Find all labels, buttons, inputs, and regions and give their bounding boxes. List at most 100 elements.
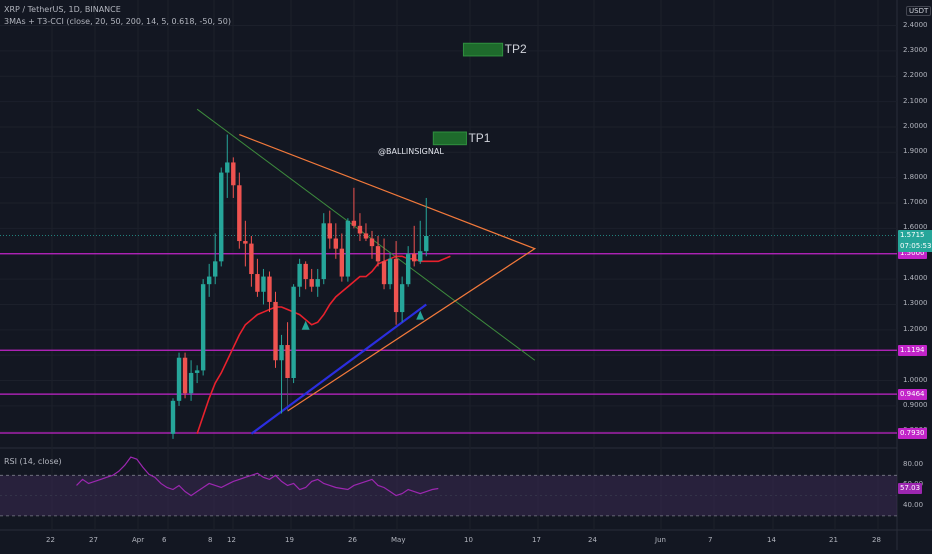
candle-body bbox=[267, 276, 272, 302]
current-price-badge: 1.5715 07:05:53 bbox=[898, 229, 932, 252]
currency-label: USDT bbox=[906, 6, 932, 16]
time-tick-label: 14 bbox=[767, 536, 776, 544]
time-tick-label: 19 bbox=[285, 536, 294, 544]
price-tick-label: 2.2000 bbox=[903, 71, 928, 80]
candle-body bbox=[309, 279, 314, 287]
candle-body bbox=[243, 241, 248, 244]
symmetrical-triangle bbox=[239, 133, 537, 412]
time-tick-label: 26 bbox=[348, 536, 357, 544]
candle-body bbox=[357, 225, 363, 234]
rsi-legend: RSI (14, close) bbox=[4, 457, 62, 466]
time-tick-label: 17 bbox=[532, 536, 541, 544]
candle-body bbox=[327, 223, 332, 239]
rsi-pane bbox=[0, 456, 897, 517]
candle-body bbox=[405, 253, 411, 285]
candle-body bbox=[255, 274, 260, 292]
candle-body bbox=[418, 251, 423, 262]
price-tick-label: 1.4000 bbox=[903, 274, 928, 283]
time-tick-label: 21 bbox=[829, 536, 838, 544]
candle-body bbox=[273, 301, 278, 361]
price-tick-label: 1.0000 bbox=[903, 375, 928, 384]
time-tick-label: 22 bbox=[46, 536, 55, 544]
candle-body bbox=[249, 243, 254, 275]
candle-body bbox=[363, 233, 369, 239]
watermark-label: @BALLINSIGNAL bbox=[378, 147, 444, 156]
candle-body bbox=[412, 253, 417, 262]
candle-body bbox=[333, 238, 339, 249]
candle-body bbox=[176, 357, 182, 401]
candle-body bbox=[375, 246, 381, 262]
candlestick-series bbox=[170, 134, 429, 439]
time-tick-label: 8 bbox=[208, 536, 213, 544]
time-tick-label: 6 bbox=[162, 536, 167, 544]
candle-body bbox=[381, 261, 387, 285]
level-badge: 0.7930 bbox=[898, 427, 927, 439]
candle-body bbox=[303, 263, 308, 280]
price-tick-label: 2.3000 bbox=[903, 45, 928, 54]
price-tick-label: 1.2000 bbox=[903, 324, 928, 333]
rsi-line bbox=[76, 456, 439, 497]
candle-body bbox=[225, 162, 230, 173]
price-tick-label: 2.0000 bbox=[903, 121, 928, 130]
level-badge: 1.5000 bbox=[898, 248, 927, 260]
candle-body bbox=[387, 258, 393, 285]
candle-body bbox=[369, 238, 375, 247]
indicator-legend: 3MAs + T3-CCI (close, 20, 50, 200, 14, 5… bbox=[4, 17, 231, 26]
candle-body bbox=[285, 345, 290, 379]
rsi-tick-label: 80.00 bbox=[903, 460, 924, 469]
price-tick-label: 1.9000 bbox=[903, 147, 928, 156]
candle-body bbox=[188, 372, 194, 394]
current-price-label: 1.5715 bbox=[900, 230, 925, 239]
chart-overlays bbox=[301, 42, 504, 330]
price-tick-label: 1.7000 bbox=[903, 198, 928, 207]
level-badge: 0.9464 bbox=[898, 388, 927, 400]
candle-body bbox=[315, 279, 320, 287]
candle-body bbox=[351, 220, 357, 226]
symbol-title: XRP / TetherUS, 1D, BINANCE bbox=[4, 5, 121, 14]
time-tick-label: 24 bbox=[588, 536, 597, 544]
target-box-tp2 bbox=[462, 42, 504, 57]
candle-body bbox=[339, 248, 345, 277]
tp1-label: TP1 bbox=[468, 131, 491, 145]
time-tick-label: May bbox=[391, 536, 406, 544]
candle-body bbox=[231, 162, 236, 186]
ma-200-line bbox=[250, 303, 427, 435]
candle-body bbox=[297, 263, 302, 287]
level-badge: 1.1194 bbox=[898, 344, 927, 356]
buy-signal-marker bbox=[416, 310, 425, 320]
tp2-label: TP2 bbox=[504, 42, 527, 57]
candle-body bbox=[291, 286, 296, 379]
price-tick-label: 1.8000 bbox=[903, 172, 928, 181]
price-tick-label: 2.4000 bbox=[903, 20, 928, 29]
rsi-band bbox=[0, 475, 897, 516]
time-tick-label: 27 bbox=[89, 536, 98, 544]
price-tick-label: 2.1000 bbox=[903, 96, 928, 105]
candle-body bbox=[194, 370, 200, 373]
buy-signal-marker bbox=[301, 320, 310, 330]
candle-body bbox=[206, 276, 212, 285]
rsi-current-badge: 57.03 bbox=[898, 482, 923, 494]
price-tick-label: 1.6000 bbox=[903, 223, 928, 232]
candle-body bbox=[321, 223, 326, 280]
candle-body bbox=[213, 261, 218, 277]
candle-body bbox=[170, 400, 176, 434]
candle-body bbox=[399, 284, 405, 313]
candle-body bbox=[345, 220, 351, 277]
candle-body bbox=[261, 276, 266, 292]
candle-body bbox=[424, 235, 429, 252]
target-box-tp1 bbox=[432, 131, 467, 146]
time-tick-label: 7 bbox=[708, 536, 713, 544]
bar-countdown: 07:05:53 bbox=[900, 241, 932, 250]
time-tick-label: Apr bbox=[132, 536, 145, 544]
rsi-tick-label: 40.00 bbox=[903, 500, 924, 509]
price-tick-label: 1.3000 bbox=[903, 299, 928, 308]
candle-body bbox=[182, 357, 188, 394]
time-tick-label: Jun bbox=[655, 536, 666, 544]
candle-body bbox=[219, 172, 224, 262]
candle-body bbox=[200, 284, 206, 371]
time-tick-label: 28 bbox=[872, 536, 881, 544]
